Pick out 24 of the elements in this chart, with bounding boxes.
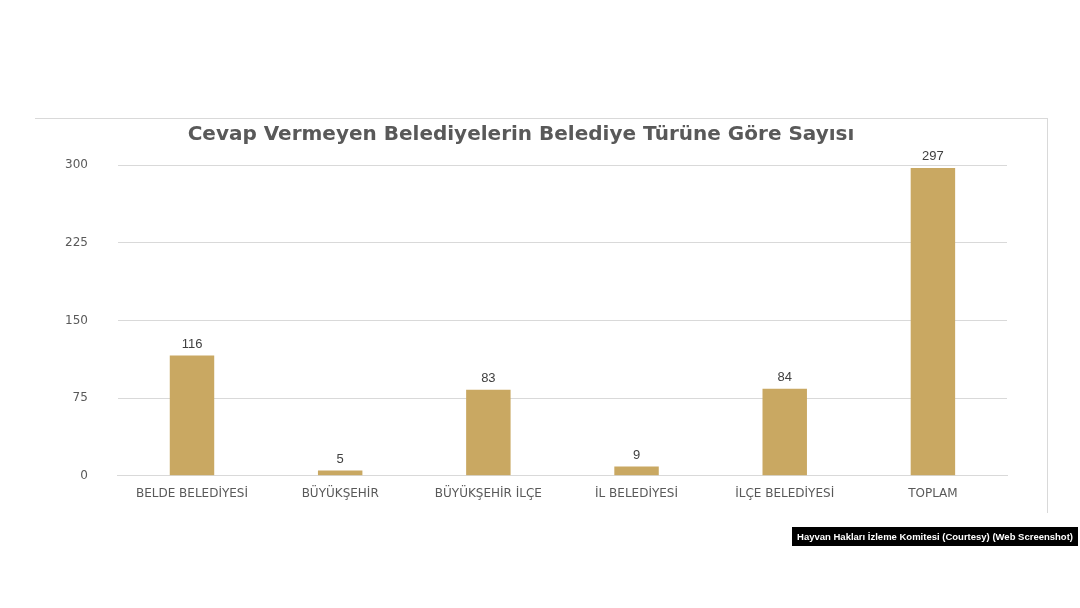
text: Hayvan Hakları İzleme Komitesi (Courtesy) (Web Screenshot): [792, 527, 1078, 546]
x-tick-label: BELDE BELEDİYESİ: [135, 485, 249, 501]
data-label: 116: [181, 335, 203, 351]
data-label: 297: [922, 148, 944, 164]
y-tick-label: 0: [80, 467, 88, 482]
x-tick-label: BÜYÜKŞEHİR İLÇE: [434, 484, 542, 501]
x-tick-label: İL BELEDİYESİ: [595, 485, 679, 501]
x-tick-label: İLÇE BELEDİYESİ: [735, 485, 835, 501]
x-tick-label: BÜYÜKŞEHİR: [301, 484, 379, 501]
bar: [910, 168, 956, 476]
data-label: 84: [777, 368, 792, 384]
y-tick-label: 300: [65, 157, 88, 172]
x-tick-label: TOPLAM: [907, 486, 958, 501]
bar: [169, 355, 215, 476]
y-tick-label: 150: [65, 312, 88, 327]
data-label: 83: [481, 369, 496, 385]
bar: [762, 388, 807, 476]
bar: [614, 466, 659, 476]
data-label: 5: [336, 450, 344, 466]
bar: [466, 389, 511, 476]
y-tick-label: 75: [72, 390, 88, 405]
y-tick-label: 225: [65, 234, 88, 249]
data-label: 9: [632, 446, 641, 462]
chart-title: Cevap Vermeyen Belediyelerin Belediye Türüne Göre Sayısı: [187, 121, 855, 146]
